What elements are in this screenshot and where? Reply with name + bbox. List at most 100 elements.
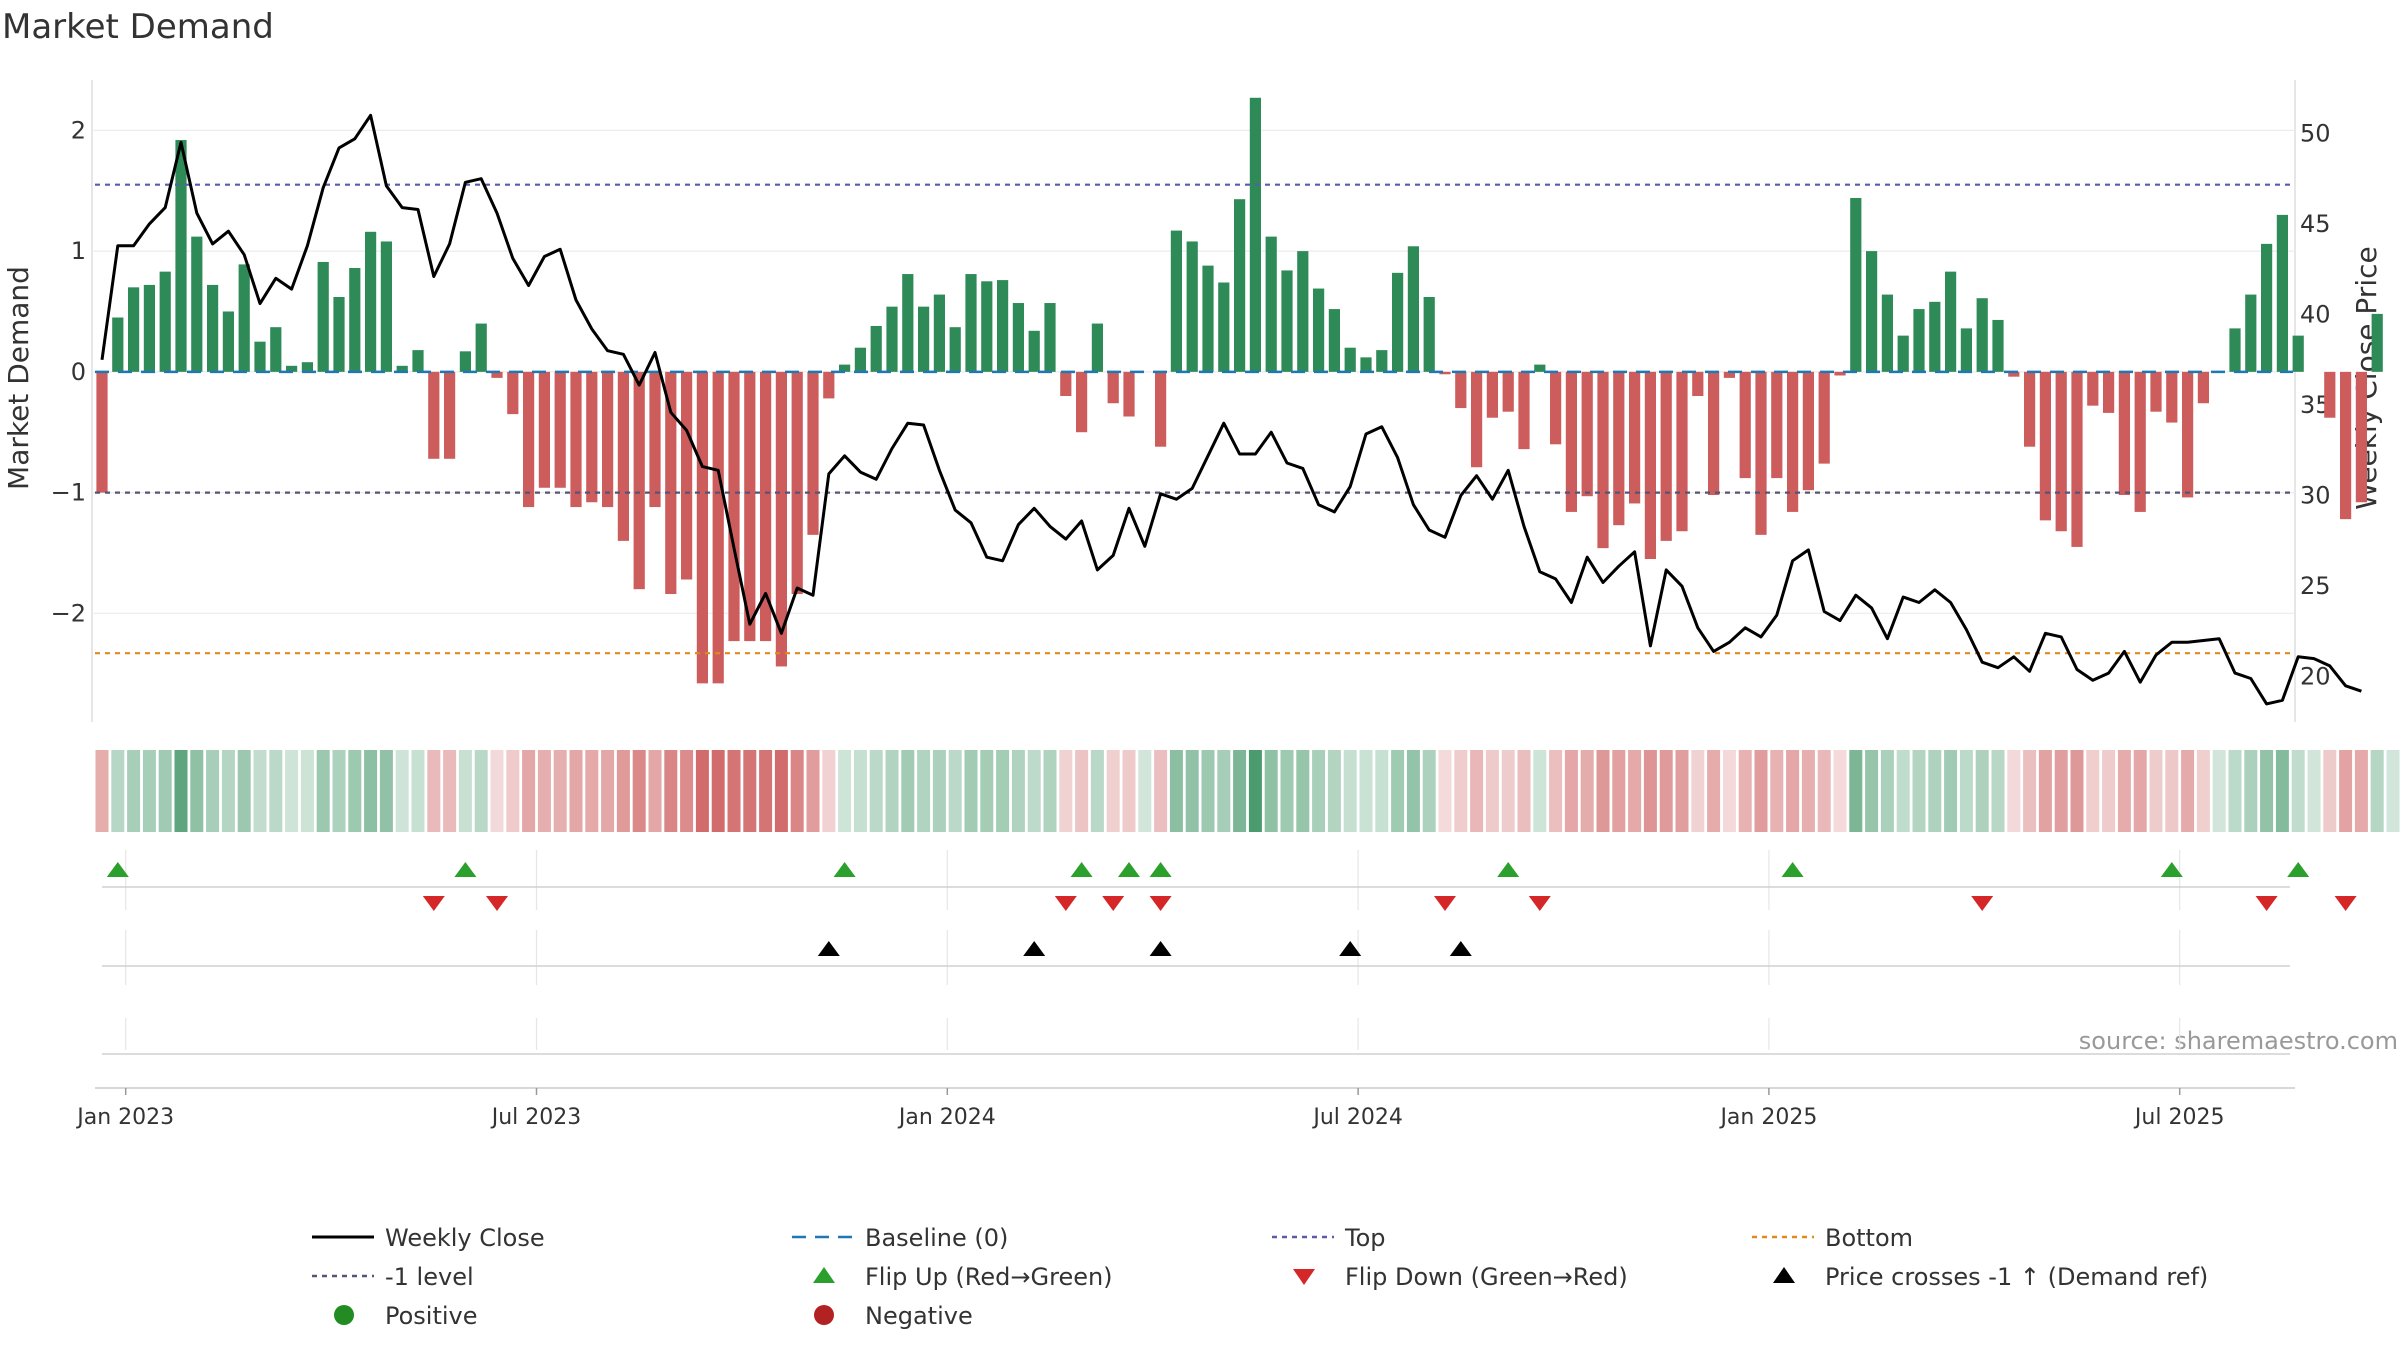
- right-tick-label: 50: [2300, 119, 2331, 147]
- heat-strip-cell: [822, 750, 836, 832]
- positive-demand-bar: [380, 241, 392, 372]
- negative-demand-bar: [1755, 371, 1767, 535]
- heat-strip-cell: [2086, 750, 2100, 832]
- heat-strip-cell: [379, 750, 393, 832]
- heat-strip-cell: [395, 750, 409, 832]
- negative-demand-bar: [1471, 371, 1483, 468]
- negative-demand-bar: [2197, 371, 2209, 404]
- heat-strip-cell: [996, 750, 1010, 832]
- heat-strip-cell: [1264, 750, 1278, 832]
- heat-strip-cell: [1169, 750, 1183, 832]
- heat-strip-cell: [774, 750, 788, 832]
- x-tick-label: Jul 2025: [2133, 1105, 2225, 1130]
- price-cross-marker: [1339, 941, 1362, 956]
- heat-strip-cell: [569, 750, 583, 832]
- negative-demand-bar: [2150, 371, 2162, 412]
- negative-demand-bar: [1692, 371, 1704, 396]
- negative-demand-bar: [712, 371, 724, 684]
- positive-demand-bar: [254, 341, 266, 372]
- heat-strip-cell: [1043, 750, 1057, 832]
- heat-strip-cell: [1944, 750, 1958, 832]
- heat-strip-cell: [1138, 750, 1152, 832]
- flip-down-marker: [1434, 896, 1456, 911]
- legend-label: Top: [1344, 1224, 1386, 1252]
- heat-strip-cell: [790, 750, 804, 832]
- heat-strip-cell: [300, 750, 314, 832]
- left-tick-label: 0: [71, 358, 86, 386]
- positive-demand-bar: [1407, 246, 1419, 372]
- heat-strip-cell: [1501, 750, 1515, 832]
- weekly-close-price-line: [100, 113, 2362, 706]
- flip-down-marker: [1102, 896, 1125, 911]
- positive-demand-bar: [159, 271, 171, 372]
- negative-demand-bar: [1581, 371, 1593, 497]
- negative-demand-bar: [1802, 371, 1814, 491]
- positive-demand-bar: [128, 287, 140, 372]
- heat-strip-cell: [427, 750, 441, 832]
- heat-strip-cell: [1564, 750, 1578, 832]
- positive-demand-bar: [238, 264, 250, 372]
- legend-label: Weekly Close: [385, 1224, 545, 1252]
- positive-demand-bar: [981, 281, 993, 372]
- right-tick-label: 45: [2300, 210, 2331, 238]
- heat-strip-cell: [1691, 750, 1705, 832]
- positive-demand-bar: [1881, 294, 1893, 372]
- heat-strip-cell: [2023, 750, 2037, 832]
- heat-strip-cell: [1011, 750, 1025, 832]
- negative-demand-bar: [1644, 371, 1656, 559]
- negative-demand-bar: [1613, 371, 1625, 526]
- heat-strip-cell: [190, 750, 204, 832]
- flip-up-marker: [833, 862, 856, 877]
- positive-demand-bar: [1297, 251, 1309, 372]
- heat-strip-cell: [2386, 750, 2400, 832]
- flip-up-marker: [454, 862, 477, 877]
- chart-title: Market Demand: [2, 7, 274, 47]
- flip-up-marker: [1781, 862, 1804, 877]
- weekly-close-line: [100, 113, 2362, 706]
- legend-swatch-price-cross: [1773, 1267, 1795, 1283]
- heat-strip-cell: [1596, 750, 1610, 832]
- negative-demand-bar: [1565, 371, 1577, 512]
- heat-strip-cell: [1580, 750, 1594, 832]
- negative-demand-bar: [1455, 371, 1467, 409]
- negative-demand-bar: [1076, 371, 1088, 433]
- positive-demand-bar: [1265, 236, 1277, 372]
- heat-strip-cell: [1707, 750, 1721, 832]
- positive-demand-bar: [1202, 265, 1214, 372]
- heat-strip-cell: [269, 750, 283, 832]
- right-tick-label: 25: [2300, 572, 2331, 600]
- legend-swatch-flip-up: [813, 1267, 835, 1283]
- right-tick-label: 40: [2300, 301, 2331, 329]
- negative-demand-bar: [554, 371, 566, 488]
- negative-demand-bar: [1660, 371, 1672, 541]
- positive-demand-bar: [191, 236, 203, 372]
- negative-demand-bar: [681, 371, 693, 580]
- flip-up-marker: [1070, 862, 1093, 877]
- negative-demand-bar: [2118, 371, 2130, 496]
- negative-demand-bar: [665, 371, 677, 595]
- positive-demand-bar: [143, 284, 155, 372]
- negative-demand-bar: [1550, 371, 1562, 445]
- x-tick-label: Jul 2023: [490, 1105, 582, 1130]
- negative-demand-bar: [807, 371, 819, 535]
- heat-strip-cell: [2054, 750, 2068, 832]
- negative-demand-bar: [728, 371, 740, 642]
- positive-demand-bar: [1028, 330, 1040, 372]
- heat-strip-cell: [158, 750, 172, 832]
- positive-demand-bar: [1929, 301, 1941, 372]
- legend-label: Flip Up (Red→Green): [865, 1263, 1113, 1291]
- heat-strip-cell: [1027, 750, 1041, 832]
- heat-strip-cell: [1959, 750, 1973, 832]
- heat-strip-cell: [616, 750, 630, 832]
- positive-demand-bar: [1281, 270, 1293, 372]
- negative-demand-bar: [744, 371, 756, 642]
- negative-demand-bar: [1771, 371, 1783, 479]
- legend-label: Negative: [865, 1302, 973, 1330]
- positive-demand-bar: [1186, 241, 1198, 372]
- flip-down-marker: [1149, 896, 1172, 911]
- legend: Weekly Close Baseline (0) Top Bottom -1 leve…: [312, 1224, 2208, 1330]
- positive-demand-bar: [839, 364, 851, 372]
- x-axis: Jan 2023 Jul 2023 Jan 2024 Jul 2024 Jan 2025…: [75, 1018, 2295, 1130]
- flip-markers-panel: [102, 850, 2357, 911]
- reference-lines: [95, 183, 2293, 655]
